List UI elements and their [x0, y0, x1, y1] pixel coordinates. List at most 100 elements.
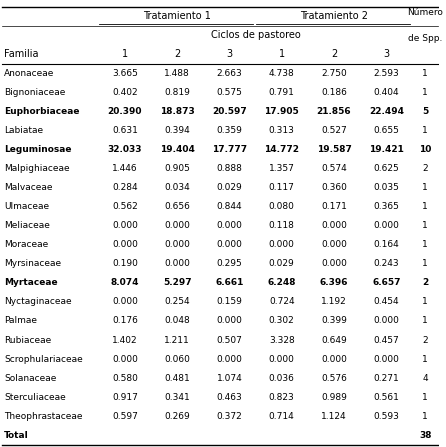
Text: 0.000: 0.000	[321, 259, 347, 268]
Text: 20.390: 20.390	[107, 107, 142, 116]
Text: 0.176: 0.176	[112, 316, 138, 325]
Text: 0.656: 0.656	[164, 202, 190, 211]
Text: 1: 1	[422, 316, 428, 325]
Text: 1: 1	[422, 240, 428, 249]
Text: 0.029: 0.029	[217, 183, 242, 192]
Text: 0.000: 0.000	[321, 354, 347, 363]
Text: 0.000: 0.000	[112, 221, 138, 230]
Text: Anonaceae: Anonaceae	[4, 69, 54, 78]
Text: Ulmaceae: Ulmaceae	[4, 202, 49, 211]
Text: 0.631: 0.631	[112, 126, 138, 135]
Text: 0.269: 0.269	[164, 412, 190, 421]
Text: 1: 1	[422, 202, 428, 211]
Text: 0.360: 0.360	[321, 183, 347, 192]
Text: 2: 2	[331, 49, 337, 59]
Text: 0.481: 0.481	[164, 374, 190, 383]
Text: 0.302: 0.302	[269, 316, 295, 325]
Text: 0.035: 0.035	[373, 183, 399, 192]
Text: 0.171: 0.171	[321, 202, 347, 211]
Text: 1: 1	[422, 412, 428, 421]
Text: 1: 1	[279, 49, 285, 59]
Text: 1: 1	[422, 354, 428, 363]
Text: Bignoniaceae: Bignoniaceae	[4, 88, 65, 97]
Text: Euphorbiaceae: Euphorbiaceae	[4, 107, 79, 116]
Text: Labiatae: Labiatae	[4, 126, 43, 135]
Text: 14.772: 14.772	[264, 145, 299, 154]
Text: 0.190: 0.190	[112, 259, 138, 268]
Text: 0.254: 0.254	[164, 297, 190, 307]
Text: 2: 2	[422, 336, 428, 345]
Text: 17.905: 17.905	[264, 107, 299, 116]
Text: 2.663: 2.663	[217, 69, 242, 78]
Text: Scrophulariaceae: Scrophulariaceae	[4, 354, 83, 363]
Text: Sterculiaceae: Sterculiaceae	[4, 392, 66, 402]
Text: Número: Número	[407, 8, 443, 17]
Text: 0.454: 0.454	[373, 297, 399, 307]
Text: Solanaceae: Solanaceae	[4, 374, 56, 383]
Text: 0.000: 0.000	[216, 240, 242, 249]
Text: 1.446: 1.446	[112, 164, 138, 173]
Text: Ciclos de pastoreo: Ciclos de pastoreo	[211, 30, 301, 40]
Text: 0.372: 0.372	[217, 412, 242, 421]
Text: 6.657: 6.657	[372, 278, 401, 287]
Text: 1: 1	[122, 49, 128, 59]
Text: 0.029: 0.029	[269, 259, 295, 268]
Text: 0.000: 0.000	[216, 354, 242, 363]
Text: 1: 1	[422, 297, 428, 307]
Text: 22.494: 22.494	[369, 107, 404, 116]
Text: 4: 4	[422, 374, 428, 383]
Text: Malpighiaceae: Malpighiaceae	[4, 164, 70, 173]
Text: Malvaceae: Malvaceae	[4, 183, 53, 192]
Text: Meliaceae: Meliaceae	[4, 221, 50, 230]
Text: 1: 1	[422, 221, 428, 230]
Text: Moraceae: Moraceae	[4, 240, 48, 249]
Text: 1: 1	[422, 88, 428, 97]
Text: Nyctaginaceae: Nyctaginaceae	[4, 297, 71, 307]
Text: 5.297: 5.297	[163, 278, 191, 287]
Text: 2: 2	[422, 278, 428, 287]
Text: 0.000: 0.000	[164, 259, 190, 268]
Text: 18.873: 18.873	[160, 107, 194, 116]
Text: 0.186: 0.186	[321, 88, 347, 97]
Text: 0.159: 0.159	[216, 297, 242, 307]
Text: 0.562: 0.562	[112, 202, 138, 211]
Text: 1.074: 1.074	[217, 374, 242, 383]
Text: 20.597: 20.597	[212, 107, 247, 116]
Text: 6.661: 6.661	[215, 278, 244, 287]
Text: 17.777: 17.777	[212, 145, 247, 154]
Text: 6.396: 6.396	[320, 278, 348, 287]
Text: 4.738: 4.738	[269, 69, 295, 78]
Text: 0.989: 0.989	[321, 392, 347, 402]
Text: 1: 1	[422, 69, 428, 78]
Text: Total: Total	[4, 431, 29, 440]
Text: 0.341: 0.341	[164, 392, 190, 402]
Text: 0.655: 0.655	[373, 126, 399, 135]
Text: 0.048: 0.048	[164, 316, 190, 325]
Text: 0.080: 0.080	[269, 202, 295, 211]
Text: 0.000: 0.000	[216, 221, 242, 230]
Text: 19.587: 19.587	[317, 145, 351, 154]
Text: 0.917: 0.917	[112, 392, 138, 402]
Text: 0.118: 0.118	[269, 221, 295, 230]
Text: 0.791: 0.791	[269, 88, 295, 97]
Text: 1: 1	[422, 392, 428, 402]
Text: 38: 38	[419, 431, 431, 440]
Text: 0.313: 0.313	[269, 126, 295, 135]
Text: 21.856: 21.856	[317, 107, 351, 116]
Text: 0.463: 0.463	[217, 392, 242, 402]
Text: 0.034: 0.034	[164, 183, 190, 192]
Text: 19.421: 19.421	[369, 145, 404, 154]
Text: 6.248: 6.248	[268, 278, 296, 287]
Text: 2.750: 2.750	[321, 69, 347, 78]
Text: 0.164: 0.164	[373, 240, 399, 249]
Text: 0.888: 0.888	[216, 164, 242, 173]
Text: 1.211: 1.211	[164, 336, 190, 345]
Text: Rubiaceae: Rubiaceae	[4, 336, 51, 345]
Text: 10: 10	[419, 145, 431, 154]
Text: 0.000: 0.000	[373, 221, 399, 230]
Text: 0.000: 0.000	[269, 240, 295, 249]
Text: 0.575: 0.575	[216, 88, 242, 97]
Text: 2: 2	[422, 164, 428, 173]
Text: 0.819: 0.819	[164, 88, 190, 97]
Text: 1: 1	[422, 126, 428, 135]
